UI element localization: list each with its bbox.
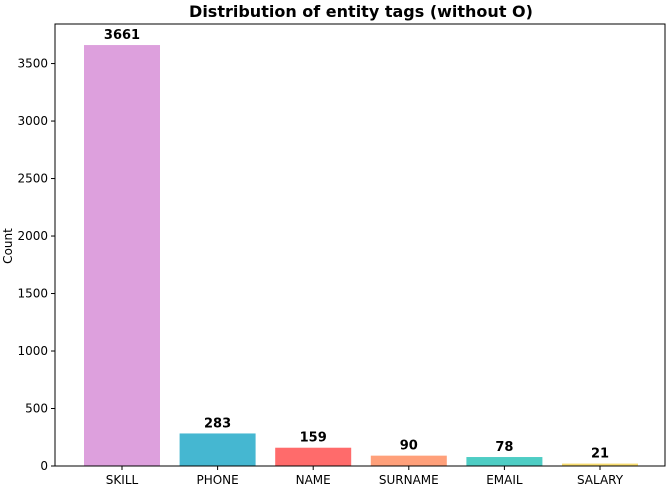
- y-tick-label: 2000: [17, 229, 48, 243]
- y-axis-label: Count: [1, 228, 15, 264]
- data-labels: 3661 283 159 90 78 21: [104, 28, 609, 462]
- x-tick-label: NAME: [296, 473, 331, 487]
- data-label-salary: 21: [591, 447, 609, 462]
- x-tick-label: SURNAME: [379, 473, 439, 487]
- y-axis-ticks: 0 500 1000 1500 2000 2500 3000 3500: [17, 57, 55, 473]
- data-label-email: 78: [495, 440, 513, 455]
- y-tick-label: 0: [40, 459, 48, 473]
- data-label-phone: 283: [204, 416, 231, 431]
- bar-salary: [562, 463, 638, 466]
- bar-skill: [84, 45, 160, 466]
- data-label-name: 159: [300, 431, 327, 446]
- bar-phone: [179, 433, 256, 466]
- plot-frame: [54, 23, 666, 467]
- y-tick-label: 3500: [17, 57, 48, 71]
- bar-name: [275, 447, 352, 466]
- x-axis-ticks: SKILL PHONE NAME SURNAME EMAIL SALARY: [106, 466, 624, 487]
- bars: [84, 45, 638, 466]
- y-tick-label: 500: [25, 402, 48, 416]
- bar-email: [466, 457, 543, 466]
- y-tick-label: 1000: [17, 344, 48, 358]
- x-tick-label: SALARY: [577, 473, 624, 487]
- x-tick-label: EMAIL: [486, 473, 523, 487]
- y-tick-label: 1500: [17, 287, 48, 301]
- data-label-skill: 3661: [104, 28, 140, 43]
- data-label-surname: 90: [400, 439, 418, 454]
- bar-surname: [370, 455, 447, 466]
- y-tick-label: 2500: [17, 172, 48, 186]
- x-tick-label: SKILL: [106, 473, 139, 487]
- chart-title: Distribution of entity tags (without O): [189, 2, 533, 21]
- y-tick-label: 3000: [17, 114, 48, 128]
- x-tick-label: PHONE: [196, 473, 238, 487]
